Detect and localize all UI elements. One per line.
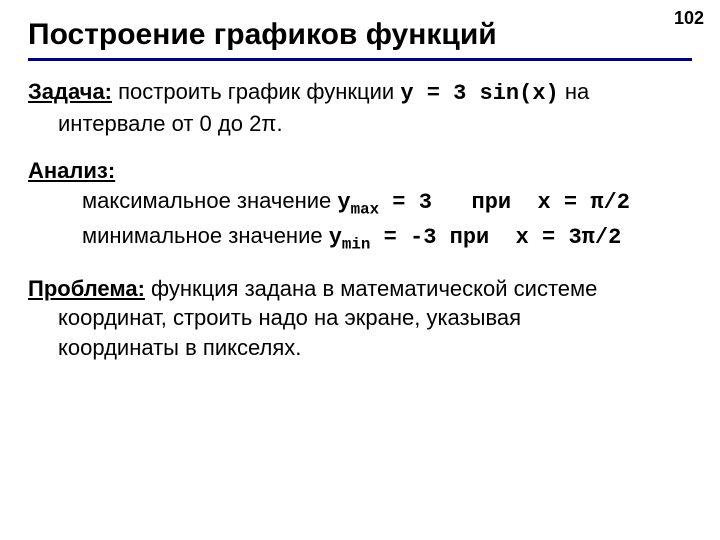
problem-head: Проблема: (28, 276, 145, 301)
analysis-head: Анализ: (28, 156, 692, 186)
analysis-l2-mid: = -3 при (370, 225, 515, 250)
task-line2: интервале от 0 до 2π. (28, 109, 692, 139)
analysis-l2-eq: = 3π/2 (529, 225, 621, 250)
analysis-l1-mid: = 3 при (379, 190, 537, 215)
analysis-l1-x: x (538, 190, 551, 215)
analysis-l2-prefix: минимальное значение (82, 223, 329, 248)
analysis-l1-eq: = π/2 (551, 190, 630, 215)
analysis-l1-y: y (337, 190, 350, 215)
task-text-before: построить график функции (112, 79, 400, 104)
slide-content: Построение графиков функций Задача: пост… (0, 0, 720, 363)
section-task: Задача: построить график функции y = 3 s… (28, 77, 692, 138)
analysis-l2-sub: min (342, 235, 371, 253)
page-title: Построение графиков функций (28, 18, 692, 52)
problem-text2: координат, строить надо на экране, указы… (28, 303, 692, 333)
analysis-line1: максимальное значение ymax = 3 при x = π… (28, 186, 692, 221)
task-head: Задача: (28, 79, 112, 104)
task-code: y = 3 sin(x) (400, 81, 558, 106)
section-problem: Проблема: функция задана в математическо… (28, 274, 692, 363)
problem-text3: координаты в пикселях. (28, 333, 692, 363)
title-rule (28, 58, 692, 61)
analysis-l2-x: x (516, 225, 529, 250)
analysis-l2-y: y (329, 225, 342, 250)
task-text-after: на (559, 79, 590, 104)
section-analysis: Анализ: максимальное значение ymax = 3 п… (28, 156, 692, 255)
analysis-line2: минимальное значение ymin = -3 при x = 3… (28, 221, 692, 256)
problem-text1: функция задана в математической системе (145, 276, 597, 301)
analysis-l1-prefix: максимальное значение (82, 188, 337, 213)
analysis-l1-sub: max (351, 200, 380, 218)
page-number: 102 (674, 8, 704, 29)
